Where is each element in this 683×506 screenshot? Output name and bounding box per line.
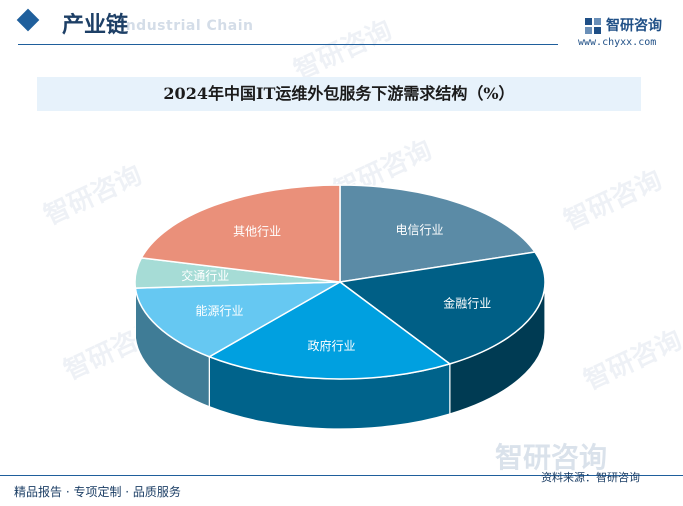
brand-url: www.chyxx.com — [578, 37, 657, 48]
page-header: Industrial Chain 产业链 智研咨询 www.chyxx.com — [0, 0, 683, 52]
chart-title: 2024年中国IT运维外包服务下游需求结构（%） — [163, 84, 515, 103]
pie-slice-1 — [338, 251, 546, 365]
chart-title-box: 2024年中国IT运维外包服务下游需求结构（%） — [37, 77, 641, 111]
pie-slice-5 — [140, 184, 341, 283]
source-note: 资料来源：智研咨询 — [541, 471, 640, 484]
pie-label-3: 能源行业 — [195, 304, 243, 318]
pie-label-2: 政府行业 — [307, 338, 355, 353]
footer-divider — [0, 475, 683, 476]
pie-slice-3 — [134, 281, 341, 358]
pie-slice-2 — [207, 281, 452, 380]
watermark-logo-text: 智研咨询 — [495, 441, 608, 474]
pie-label-0: 电信行业 — [396, 223, 444, 237]
section-title: 产业链 — [62, 13, 129, 38]
section-subtitle: Industrial Chain — [120, 18, 254, 34]
pie-label-4: 交通行业 — [181, 268, 229, 283]
brand-name: 智研咨询 — [606, 18, 662, 34]
pie-slice-0 — [339, 184, 537, 283]
pie-label-1: 金融行业 — [443, 296, 491, 311]
header-divider — [18, 44, 558, 45]
footer-slogan: 精品报告 · 专项定制 · 品质服务 — [14, 485, 181, 499]
pie-label-5: 其他行业 — [233, 224, 281, 238]
brand-logo-icon — [585, 18, 601, 34]
